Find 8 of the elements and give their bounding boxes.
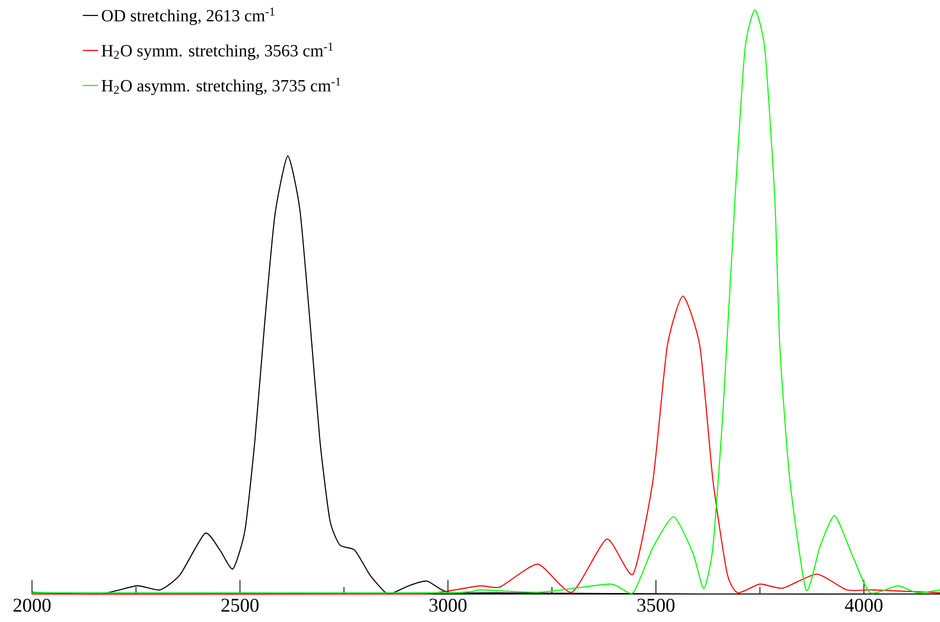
x-tick-label: 2000 [14, 598, 51, 612]
x-tick-label: 3500 [638, 598, 675, 612]
legend-label: OD stretching, 2613 cm$^{-1}$ [102, 8, 274, 25]
x-tick-label: 3000 [430, 598, 467, 612]
x-tick-label: 2500 [221, 598, 259, 612]
legend-label: H$_{2}$O asymm. stretching, 3735 cm$^{-1}$ [102, 78, 340, 96]
x-tick-label: 4000 [844, 598, 882, 612]
legend-label: H$_{2}$O symm. stretching, 3563 cm$^{-1}$ [102, 42, 333, 60]
